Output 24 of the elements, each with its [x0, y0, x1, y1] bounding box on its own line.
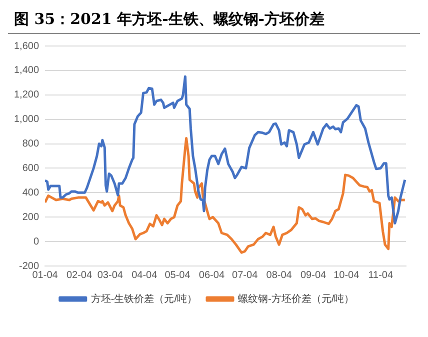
x-tick-label: 10-04 [334, 270, 360, 281]
x-tick-label: 06-04 [198, 270, 225, 281]
y-tick-label: 600 [22, 162, 40, 174]
x-tick-label: 07-04 [232, 270, 258, 281]
legend-label: 螺纹钢-方坯价差（元/吨） [238, 292, 354, 305]
chart-title: 图 35：2021 年方坯-生铁、螺纹钢-方坯价差 [8, 8, 420, 34]
x-tick-label: 09-04 [300, 270, 326, 281]
x-tick-label: 01-04 [32, 270, 58, 281]
y-tick-label: 800 [22, 138, 40, 150]
y-tick-label: 1,000 [14, 114, 40, 126]
y-tick-label: 1,600 [14, 40, 40, 52]
x-tick-label: 03-04 [97, 270, 124, 281]
y-tick-label: 200 [22, 212, 40, 223]
legend-label: 方坯-生铁价差（元/吨） [90, 292, 197, 305]
x-tick-label: 11-04 [368, 270, 394, 281]
y-tick-label: 1,200 [14, 90, 40, 101]
y-tick-label: 1,400 [14, 65, 40, 76]
y-tick-label: -200 [19, 260, 40, 272]
y-tick-label: 400 [22, 187, 40, 198]
x-tick-label: 08-04 [266, 270, 292, 281]
x-tick-label: 05-04 [164, 270, 191, 281]
x-tick-label: 02-04 [66, 270, 92, 281]
y-tick-label: 0 [33, 236, 40, 248]
x-tick-label: 04-04 [132, 270, 158, 281]
